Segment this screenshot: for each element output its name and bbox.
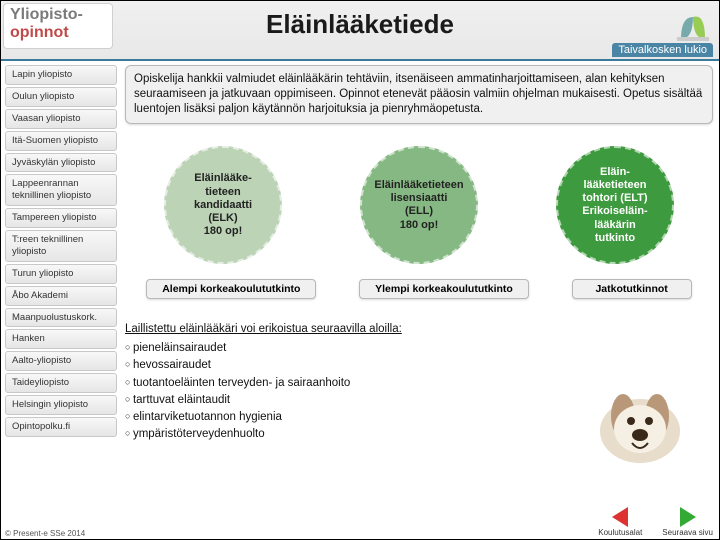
logo: Yliopisto- opinnot bbox=[3, 3, 113, 49]
spec-item-0: pieneläinsairaudet bbox=[125, 340, 713, 357]
logo-line1: Yliopisto- bbox=[10, 6, 106, 24]
circle-text: Eläin-lääketieteentohtori (ELT)Erikoisel… bbox=[582, 166, 647, 245]
sidebar-item-6[interactable]: Tampereen yliopisto bbox=[5, 208, 117, 228]
arrow-right-icon bbox=[680, 507, 696, 527]
header: Yliopisto- opinnot Eläinlääketiede Taiva… bbox=[1, 1, 719, 61]
sidebar-item-15[interactable]: Opintopolku.fi bbox=[5, 417, 117, 437]
bottom-nav: Koulutusalat Seuraava sivu bbox=[598, 507, 713, 537]
dog-image bbox=[585, 361, 695, 471]
sidebar-item-8[interactable]: Turun yliopisto bbox=[5, 264, 117, 284]
school-name: Taivalkosken lukio bbox=[612, 43, 713, 57]
degree-circle-elt: Eläin-lääketieteentohtori (ELT)Erikoisel… bbox=[556, 146, 674, 264]
sidebar: Lapin yliopistoOulun yliopistoVaasan yli… bbox=[1, 63, 121, 525]
sidebar-item-1[interactable]: Oulun yliopisto bbox=[5, 87, 117, 107]
sidebar-item-7[interactable]: T:reen teknillinen yliopisto bbox=[5, 230, 117, 262]
next-label: Seuraava sivu bbox=[662, 528, 713, 537]
degree-label-postgrad: Jatkotutkinnot bbox=[572, 279, 692, 299]
sidebar-item-0[interactable]: Lapin yliopisto bbox=[5, 65, 117, 85]
sidebar-item-9[interactable]: Åbo Akademi bbox=[5, 286, 117, 306]
sidebar-item-5[interactable]: Lappeenrannan teknillinen yliopisto bbox=[5, 174, 117, 206]
footer-copyright: © Present-e SSe 2014 bbox=[5, 529, 85, 538]
degree-circle-ell: Eläinlääketieteenlisensiaatti(ELL)180 op… bbox=[360, 146, 478, 264]
next-button[interactable]: Seuraava sivu bbox=[662, 507, 713, 537]
main-content: Opiskelija hankkii valmiudet eläinlääkär… bbox=[125, 65, 713, 517]
circle-text: Eläinlääke-tieteenkandidaatti(ELK)180 op… bbox=[194, 172, 252, 238]
sidebar-item-2[interactable]: Vaasan yliopisto bbox=[5, 109, 117, 129]
sidebar-item-14[interactable]: Helsingin yliopisto bbox=[5, 395, 117, 415]
degree-label-master: Ylempi korkeakoulututkinto bbox=[359, 279, 529, 299]
sidebar-item-3[interactable]: Itä-Suomen yliopisto bbox=[5, 131, 117, 151]
prev-label: Koulutusalat bbox=[598, 528, 642, 537]
degree-circle-elk: Eläinlääke-tieteenkandidaatti(ELK)180 op… bbox=[164, 146, 282, 264]
prev-button[interactable]: Koulutusalat bbox=[598, 507, 642, 537]
degree-label-bachelor: Alempi korkeakoulututkinto bbox=[146, 279, 316, 299]
sidebar-item-13[interactable]: Taideyliopisto bbox=[5, 373, 117, 393]
sidebar-item-12[interactable]: Aalto-yliopisto bbox=[5, 351, 117, 371]
arrow-left-icon bbox=[612, 507, 628, 527]
degree-labels-row: Alempi korkeakoulututkinto Ylempi korkea… bbox=[125, 279, 713, 299]
intro-text: Opiskelija hankkii valmiudet eläinlääkär… bbox=[125, 65, 713, 124]
degree-circles-row: Eläinlääke-tieteenkandidaatti(ELK)180 op… bbox=[125, 138, 713, 273]
sidebar-item-10[interactable]: Maanpuolustuskork. bbox=[5, 308, 117, 328]
sidebar-item-4[interactable]: Jyväskylän yliopisto bbox=[5, 153, 117, 173]
circle-text: Eläinlääketieteenlisensiaatti(ELL)180 op… bbox=[374, 179, 463, 232]
specialization-title: Laillistettu eläinlääkäri voi erikoistua… bbox=[125, 321, 713, 338]
logo-line2: opinnot bbox=[10, 24, 106, 42]
sidebar-item-11[interactable]: Hanken bbox=[5, 329, 117, 349]
